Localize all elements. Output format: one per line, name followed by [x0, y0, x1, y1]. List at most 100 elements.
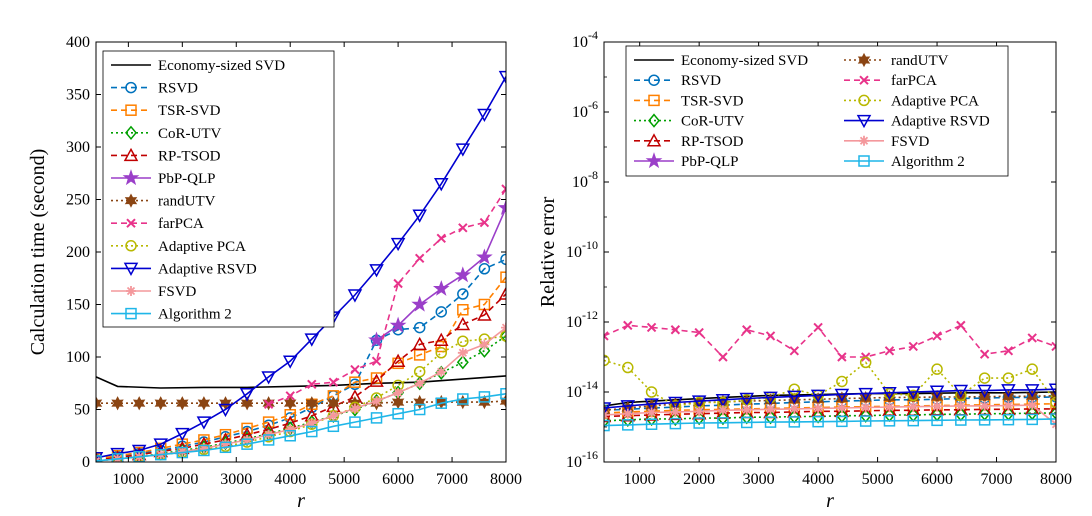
legend-label: Adaptive PCA — [891, 93, 979, 109]
data-point-adaptive-rsvd — [715, 394, 731, 408]
data-point-cor-utv — [693, 410, 706, 426]
legend-label: RSVD — [681, 73, 721, 89]
data-point-algorithm-2 — [740, 416, 753, 429]
data-point-fsvd — [220, 439, 231, 450]
plot-area — [604, 320, 1056, 432]
data-point-adaptive-rsvd — [929, 385, 945, 399]
y-tick-label: 0 — [82, 454, 90, 471]
data-point-fsvd — [836, 402, 847, 413]
data-point-fsvd — [414, 378, 425, 389]
data-point-farpca — [979, 349, 990, 359]
data-point-rp-tsod — [604, 408, 612, 423]
data-point-algorithm-2 — [262, 434, 275, 446]
data-point-farpca — [789, 346, 800, 356]
data-point-cor-utv — [764, 410, 777, 425]
legend-label: Economy-sized SVD — [158, 58, 285, 74]
data-point-adaptive-pca — [500, 330, 506, 342]
data-point-algorithm-2 — [96, 455, 102, 462]
data-point-farpca — [350, 364, 360, 375]
y-tick-label: 50 — [74, 402, 90, 419]
data-point-fsvd — [646, 407, 657, 418]
x-tick-label: 2000 — [683, 471, 715, 488]
data-point-pbp-qlp — [476, 248, 493, 265]
data-point-cor-utv — [604, 413, 610, 429]
data-point-adaptive-pca — [645, 386, 658, 398]
legend-box — [102, 50, 335, 328]
data-point-fsvd — [198, 443, 209, 454]
legend-item-tsr-svd: TSR-SVD — [111, 103, 221, 119]
data-point-adaptive-pca — [1026, 363, 1038, 375]
series-line-economy-sized-svd — [96, 375, 506, 389]
data-point-adaptive-pca — [604, 354, 610, 367]
data-point-adaptive-rsvd — [668, 396, 683, 411]
legend-box — [625, 45, 1009, 177]
legend-item-fsvd: FSVD — [111, 284, 197, 300]
legend-marker — [648, 74, 660, 86]
data-point-fsvd — [1003, 400, 1014, 411]
data-point-adaptive-rsvd — [691, 395, 707, 409]
x-tick-label: 8000 — [1040, 471, 1072, 488]
legend-item-cor-utv: CoR-UTV — [634, 113, 745, 130]
y-tick-label: 400 — [66, 34, 90, 51]
data-point-adaptive-rsvd — [412, 209, 427, 223]
legend-label: PbP-QLP — [681, 154, 739, 170]
x-tick-label: 7000 — [981, 471, 1013, 488]
series-line-tsr-svd — [96, 276, 506, 460]
y-tick-label: 300 — [66, 139, 90, 156]
legend-item-economy-sized-svd: Economy-sized SVD — [634, 53, 808, 69]
legend-item-pbp-qlp: PbP-QLP — [634, 152, 739, 170]
data-point-farpca — [623, 320, 633, 331]
calculation-time-chart: 1000 2000 3000 4000 5000 6000 7000 8000 0 50 100 15… — [27, 34, 522, 512]
legend-marker — [125, 240, 137, 252]
data-point-fsvd — [955, 400, 966, 411]
data-point-farpca — [307, 379, 317, 390]
data-point-farpca — [1051, 341, 1056, 352]
legend-item-algorithm-2: Algorithm 2 — [111, 307, 232, 323]
data-point-randutv — [327, 396, 340, 411]
legend-item-economy-sized-svd: Economy-sized SVD — [111, 58, 285, 74]
data-point-fsvd — [177, 446, 188, 457]
data-point-cor-utv — [740, 410, 753, 425]
data-point-adaptive-rsvd — [1048, 383, 1056, 397]
data-point-farpca — [646, 322, 657, 333]
legend-item-pbp-qlp: PbP-QLP — [111, 169, 216, 187]
data-point-adaptive-rsvd — [620, 400, 636, 414]
y-tick-label: 350 — [66, 87, 90, 104]
data-point-fsvd — [622, 408, 633, 419]
data-point-adaptive-rsvd — [604, 402, 612, 416]
legend-label: RP-TSOD — [681, 134, 744, 150]
data-point-rsvd — [500, 253, 506, 266]
data-point-fsvd — [813, 403, 824, 414]
data-point-fsvd — [306, 418, 317, 429]
data-point-algorithm-2 — [836, 415, 848, 428]
data-point-adaptive-rsvd — [1024, 384, 1040, 398]
legend-label: Adaptive RSVD — [891, 114, 990, 130]
data-point-adaptive-pca — [859, 356, 872, 369]
data-point-fsvd — [860, 402, 871, 413]
data-point-adaptive-rsvd — [239, 388, 255, 402]
data-point-farpca — [414, 253, 425, 264]
data-point-farpca — [813, 322, 823, 333]
data-point-adaptive-rsvd — [834, 388, 850, 403]
legend-item-adaptive-pca: Adaptive PCA — [844, 93, 979, 109]
data-point-farpca — [742, 325, 752, 335]
data-point-algorithm-2 — [500, 388, 506, 400]
data-point-algorithm-2 — [457, 393, 469, 405]
legend-label: farPCA — [158, 216, 204, 232]
data-point-fsvd — [1027, 400, 1038, 411]
data-point-farpca — [765, 331, 776, 341]
series-fsvd — [604, 400, 1056, 430]
data-point-algorithm-2 — [955, 414, 967, 426]
y-tick-label: 10-4 — [572, 28, 598, 51]
y-axis-label: Calculation time (second) — [27, 149, 49, 356]
data-point-adaptive-rsvd — [390, 237, 406, 252]
data-point-farpca — [932, 331, 942, 341]
x-tick-label: 3000 — [743, 471, 775, 488]
data-point-pbp-qlp — [454, 266, 472, 283]
data-point-fsvd — [789, 403, 800, 414]
x-axis-label: r — [297, 490, 305, 512]
data-point-farpca — [1027, 333, 1037, 343]
data-point-adaptive-rsvd — [433, 178, 449, 192]
data-point-tsr-svd — [370, 372, 383, 384]
data-point-algorithm-2 — [241, 438, 253, 450]
